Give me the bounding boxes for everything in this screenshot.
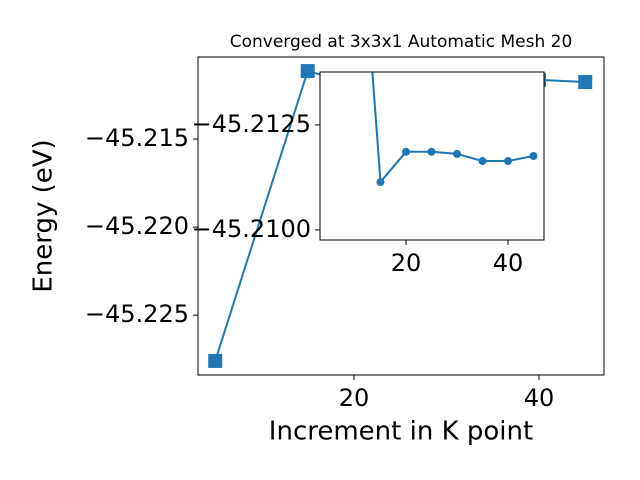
x-tick-label: 40 [493, 249, 524, 277]
marker [401, 147, 410, 156]
x-axis-label: Increment in K point [269, 417, 533, 447]
line [371, 72, 534, 185]
marker [376, 178, 385, 187]
marker [529, 152, 538, 160]
y-tick-label: −45.2100 [192, 215, 311, 243]
x-tick-label: 20 [339, 384, 370, 412]
marker [300, 64, 315, 79]
data-layer [371, 72, 538, 187]
y-tick-label: −45.2125 [192, 110, 311, 138]
y-tick-label: −45.220 [85, 212, 189, 240]
y-tick-label: −45.225 [85, 300, 189, 328]
marker [427, 147, 436, 156]
y-axis-label: Energy (eV) [29, 139, 59, 292]
marker [478, 157, 487, 166]
axes-frame [197, 56, 605, 376]
x-tick-label: 40 [524, 384, 555, 412]
marker [208, 353, 223, 368]
marker [452, 149, 461, 158]
marker [503, 157, 512, 166]
x-tick-label: 20 [391, 249, 422, 277]
marker [578, 75, 593, 90]
chart-title: Converged at 3x3x1 Automatic Mesh 20 [230, 32, 573, 52]
axes-frame [319, 71, 545, 241]
y-tick-label: −45.215 [85, 124, 189, 152]
inset: 20 40 −45.2100 −45.2125 [192, 71, 545, 277]
plot-area [320, 72, 544, 240]
